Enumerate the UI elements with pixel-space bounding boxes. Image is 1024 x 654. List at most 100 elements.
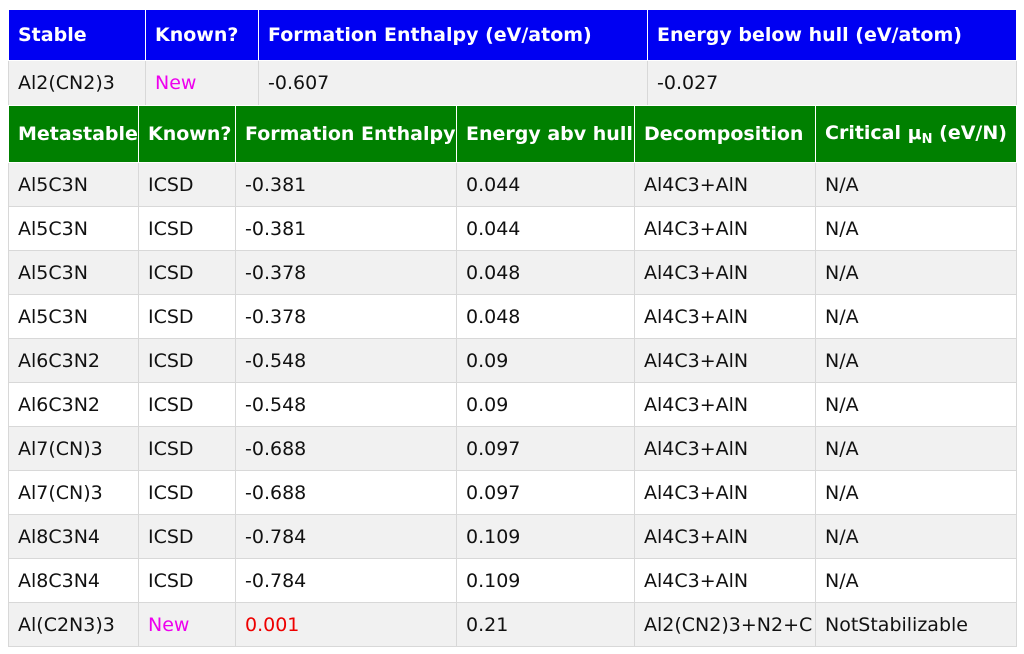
formula-cell: Al8C3N4 [8,558,139,603]
hull-cell: 0.109 [456,514,635,559]
critical-cell: N/A [815,558,1017,603]
critical-mu-unit: (eV/N) [932,121,1007,144]
table-row: Al(C2N3)3 New 0.001 0.21 Al2(CN2)3+N2+C NotSt… [8,602,1017,647]
stable-header-known: Known? [145,9,259,61]
hull-cell: 0.048 [456,294,635,339]
decomposition-cell: Al2(CN2)3+N2+C [634,602,816,647]
formation-cell: -0.688 [235,426,457,471]
hull-cell: 0.109 [456,558,635,603]
formula-cell: Al6C3N2 [8,338,139,383]
hull-cell: 0.097 [456,426,635,471]
hull-cell: 0.044 [456,206,635,251]
known-cell: ICSD [138,470,236,515]
hull-cell: -0.027 [647,60,1017,106]
known-cell: ICSD [138,382,236,427]
critical-cell: N/A [815,382,1017,427]
formula-cell: Al6C3N2 [8,382,139,427]
stable-header-energy-below-hull: Energy below hull (eV/atom) [647,9,1017,61]
decomposition-cell: Al4C3+AlN [634,294,816,339]
table-row: Al5C3N ICSD -0.378 0.048 Al4C3+AlN N/A [8,294,1017,339]
metastable-header-metastable: Metastable [8,105,139,163]
critical-cell: N/A [815,470,1017,515]
table-row: Al6C3N2 ICSD -0.548 0.09 Al4C3+AlN N/A [8,382,1017,427]
critical-cell: N/A [815,206,1017,251]
formula-cell: Al5C3N [8,162,139,207]
metastable-header-formation-enthalpy: Formation Enthalpy [235,105,457,163]
table-row: Al7(CN)3 ICSD -0.688 0.097 Al4C3+AlN N/A [8,426,1017,471]
formula-cell: Al8C3N4 [8,514,139,559]
formation-cell: 0.001 [235,602,457,647]
known-cell: ICSD [138,514,236,559]
critical-cell: N/A [815,338,1017,383]
known-cell: ICSD [138,338,236,383]
table-row: Al5C3N ICSD -0.378 0.048 Al4C3+AlN N/A [8,250,1017,295]
metastable-header-critical-mu: Critical μN (eV/N) [815,105,1017,163]
formula-cell: Al7(CN)3 [8,470,139,515]
formation-cell: -0.607 [258,60,648,106]
critical-cell: N/A [815,426,1017,471]
formula-cell: Al(C2N3)3 [8,602,139,647]
hull-cell: 0.09 [456,382,635,427]
critical-mu-label: Critical μ [825,121,922,144]
decomposition-cell: Al4C3+AlN [634,162,816,207]
formula-cell: Al2(CN2)3 [8,60,146,106]
known-cell: New [145,60,259,106]
stable-header-formation-enthalpy: Formation Enthalpy (eV/atom) [258,9,648,61]
metastable-header-energy-above-hull: Energy abv hull [456,105,635,163]
metastable-header-known: Known? [138,105,236,163]
decomposition-cell: Al4C3+AlN [634,250,816,295]
table-row: Al5C3N ICSD -0.381 0.044 Al4C3+AlN N/A [8,162,1017,207]
metastable-header-row: Metastable Known? Formation Enthalpy Ene… [8,105,1017,163]
known-cell: ICSD [138,294,236,339]
decomposition-cell: Al4C3+AlN [634,426,816,471]
known-cell: New [138,602,236,647]
formula-cell: Al5C3N [8,294,139,339]
known-cell: ICSD [138,250,236,295]
critical-cell: N/A [815,294,1017,339]
known-cell: ICSD [138,162,236,207]
metastable-table: Metastable Known? Formation Enthalpy Ene… [8,105,1017,647]
hull-cell: 0.09 [456,338,635,383]
decomposition-cell: Al4C3+AlN [634,514,816,559]
table-row: Al7(CN)3 ICSD -0.688 0.097 Al4C3+AlN N/A [8,470,1017,515]
formation-cell: -0.381 [235,206,457,251]
known-cell: ICSD [138,206,236,251]
stable-header-row: Stable Known? Formation Enthalpy (eV/ato… [8,9,1017,61]
critical-mu-subscript: N [921,131,933,147]
formation-cell: -0.784 [235,558,457,603]
hull-cell: 0.048 [456,250,635,295]
critical-cell: N/A [815,162,1017,207]
formation-cell: -0.784 [235,514,457,559]
decomposition-cell: Al4C3+AlN [634,382,816,427]
critical-cell: N/A [815,514,1017,559]
table-row: Al8C3N4 ICSD -0.784 0.109 Al4C3+AlN N/A [8,558,1017,603]
known-cell: ICSD [138,426,236,471]
known-cell: ICSD [138,558,236,603]
decomposition-cell: Al4C3+AlN [634,338,816,383]
formation-cell: -0.381 [235,162,457,207]
formula-cell: Al5C3N [8,206,139,251]
table-row: Al2(CN2)3 New -0.607 -0.027 [8,60,1017,106]
hull-cell: 0.097 [456,470,635,515]
critical-cell: NotStabilizable [815,602,1017,647]
metastable-body: Al5C3N ICSD -0.381 0.044 Al4C3+AlN N/A Al5C3N I… [8,162,1017,647]
stable-header-stable: Stable [8,9,146,61]
table-row: Al8C3N4 ICSD -0.784 0.109 Al4C3+AlN N/A [8,514,1017,559]
decomposition-cell: Al4C3+AlN [634,558,816,603]
formation-cell: -0.378 [235,294,457,339]
decomposition-cell: Al4C3+AlN [634,206,816,251]
formation-cell: -0.548 [235,338,457,383]
stable-table: Stable Known? Formation Enthalpy (eV/ato… [8,9,1017,106]
table-row: Al6C3N2 ICSD -0.548 0.09 Al4C3+AlN N/A [8,338,1017,383]
hull-cell: 0.21 [456,602,635,647]
metastable-header-decomposition: Decomposition [634,105,816,163]
formation-cell: -0.378 [235,250,457,295]
formation-cell: -0.688 [235,470,457,515]
formation-cell: -0.548 [235,382,457,427]
formula-cell: Al7(CN)3 [8,426,139,471]
table-row: Al5C3N ICSD -0.381 0.044 Al4C3+AlN N/A [8,206,1017,251]
hull-cell: 0.044 [456,162,635,207]
critical-cell: N/A [815,250,1017,295]
formula-cell: Al5C3N [8,250,139,295]
decomposition-cell: Al4C3+AlN [634,470,816,515]
